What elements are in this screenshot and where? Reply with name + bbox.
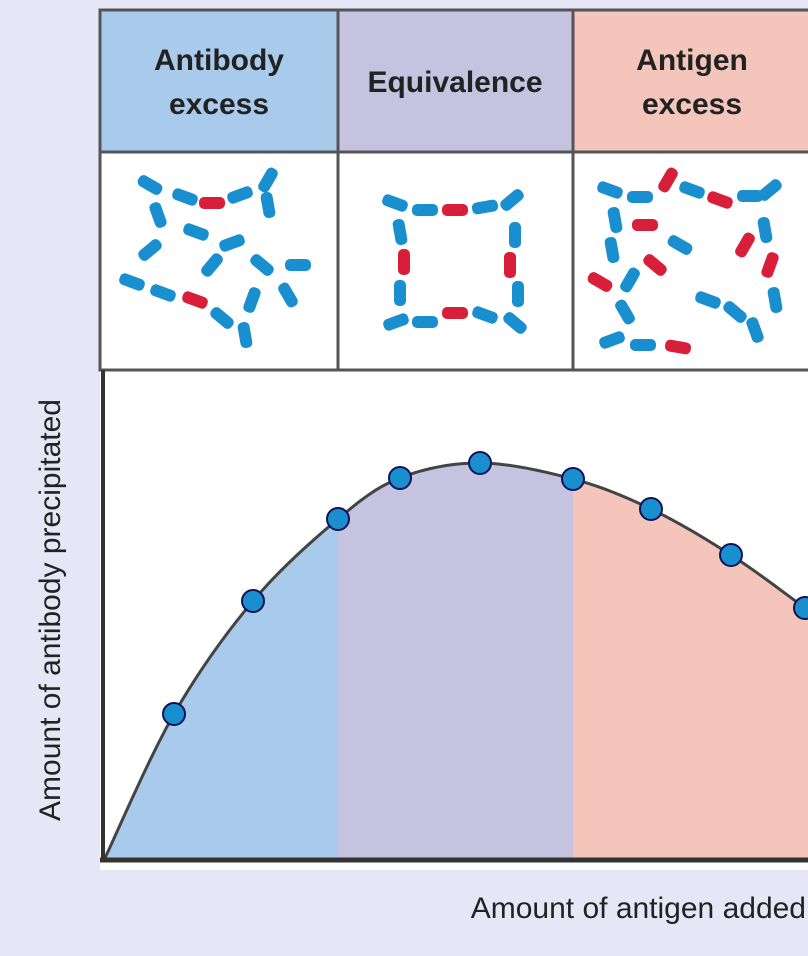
point	[562, 468, 584, 490]
molecule-segment	[442, 307, 468, 319]
molecule-segment	[504, 252, 516, 278]
zone-header	[100, 10, 338, 152]
point	[327, 508, 349, 530]
point	[242, 590, 264, 612]
point	[640, 498, 662, 520]
molecule-segment	[199, 197, 225, 209]
zone-label: excess	[642, 88, 742, 121]
point	[389, 467, 411, 489]
y-axis-label: Amount of antibody precipitated	[34, 399, 67, 821]
molecule-segment	[632, 219, 658, 231]
molecule-segment	[512, 281, 524, 307]
point	[794, 597, 808, 619]
molecule-segment	[627, 191, 653, 203]
molecule-segment	[630, 339, 656, 351]
zone-label: Equivalence	[367, 66, 542, 99]
figure: Antibody excess Equivalence Antigen exce…	[0, 0, 808, 956]
zone-header	[573, 10, 808, 152]
molecule-segment	[394, 280, 406, 306]
zone-label: Antibody	[154, 44, 284, 77]
molecule-segment	[398, 249, 410, 275]
zone-label: Antigen	[636, 44, 748, 77]
molecule-segment	[509, 222, 521, 248]
molecule-segment	[412, 204, 438, 216]
x-axis-label: Amount of antigen added	[471, 892, 806, 925]
molecule-segment	[442, 204, 468, 216]
zone-label: excess	[169, 88, 269, 121]
molecule-segment	[412, 316, 438, 328]
page: Antibody excess Equivalence Antigen exce…	[0, 0, 808, 956]
molecule-segment	[285, 259, 311, 271]
point	[163, 703, 185, 725]
point	[720, 544, 742, 566]
point	[469, 452, 491, 474]
